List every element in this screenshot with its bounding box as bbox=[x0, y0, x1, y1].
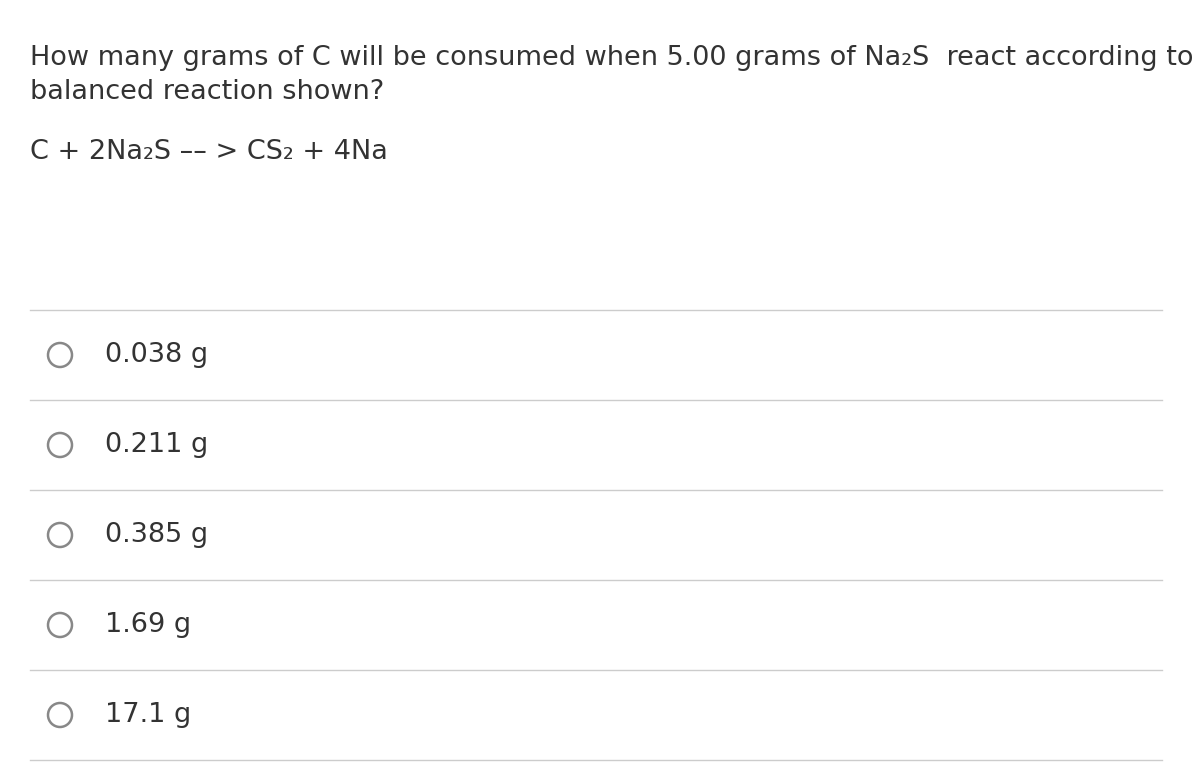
Text: 17.1 g: 17.1 g bbox=[105, 702, 191, 728]
Text: 0.038 g: 0.038 g bbox=[105, 342, 209, 368]
Text: How many grams of C will be consumed when 5.00 grams of Na₂S  react according to: How many grams of C will be consumed whe… bbox=[30, 45, 1192, 71]
Text: 1.69 g: 1.69 g bbox=[105, 612, 191, 638]
Text: balanced reaction shown?: balanced reaction shown? bbox=[30, 79, 384, 105]
Text: 0.385 g: 0.385 g bbox=[105, 522, 209, 548]
Text: 0.211 g: 0.211 g bbox=[105, 432, 209, 458]
Text: C + 2Na₂S –– > CS₂ + 4Na: C + 2Na₂S –– > CS₂ + 4Na bbox=[30, 139, 387, 165]
